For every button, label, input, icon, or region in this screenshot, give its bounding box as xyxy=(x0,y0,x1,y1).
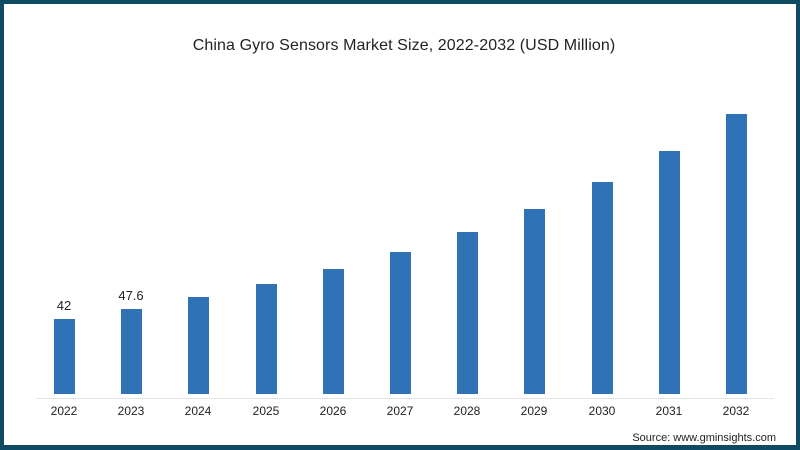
bar-2030 xyxy=(592,182,613,394)
data-label: 42 xyxy=(56,298,72,313)
bar-2031 xyxy=(659,151,680,394)
bar-2025 xyxy=(256,284,277,394)
x-tick-label: 2032 xyxy=(722,404,750,418)
x-tick-label: 2028 xyxy=(453,404,481,418)
x-tick-label: 2027 xyxy=(386,404,414,418)
bar-2027 xyxy=(390,252,411,394)
x-tick-label: 2025 xyxy=(252,404,280,418)
x-tick-label: 2024 xyxy=(184,404,212,418)
bar-2026 xyxy=(323,269,344,394)
bar-2023 xyxy=(121,309,142,394)
data-label: 47.6 xyxy=(118,288,144,303)
chart-title: China Gyro Sensors Market Size, 2022-203… xyxy=(192,37,616,54)
x-tick-label: 2029 xyxy=(520,404,548,418)
bar-2024 xyxy=(188,297,209,394)
x-axis-line xyxy=(36,398,774,399)
bar-2029 xyxy=(524,209,545,394)
x-tick-label: 2030 xyxy=(588,404,616,418)
bar-2022 xyxy=(54,319,75,394)
bar-2028 xyxy=(457,232,478,394)
x-tick-label: 2022 xyxy=(50,404,78,418)
x-tick-label: 2026 xyxy=(319,404,347,418)
x-tick-label: 2031 xyxy=(655,404,683,418)
source-note: Source: www.gminsights.com xyxy=(632,432,776,444)
bar-2032 xyxy=(726,114,747,394)
x-tick-label: 2023 xyxy=(117,404,145,418)
